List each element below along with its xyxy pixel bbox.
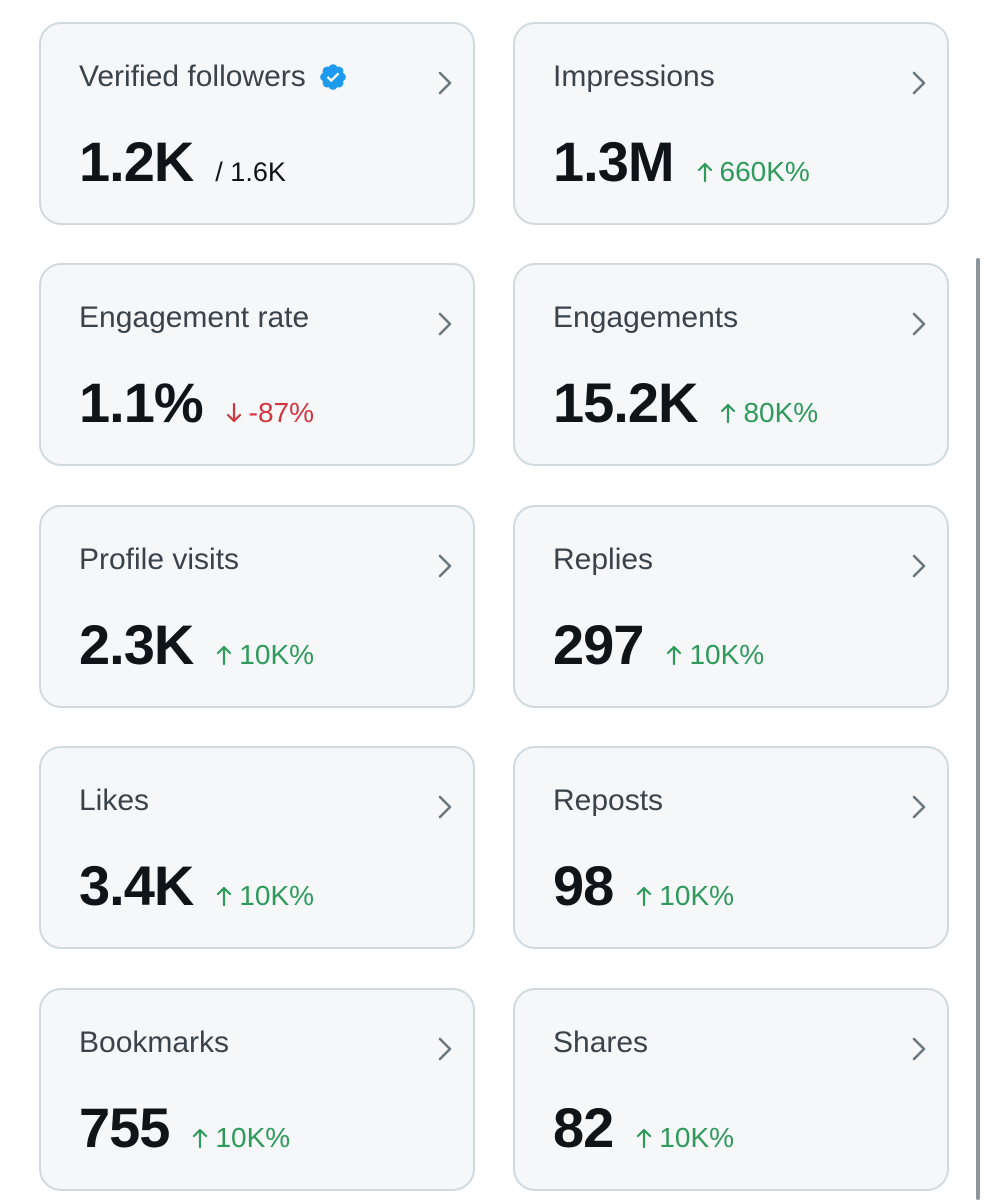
chevron-right-icon: [438, 1037, 452, 1061]
metric-change-value: 10K%: [689, 639, 765, 670]
chevron-right-icon: [438, 312, 452, 336]
value-row: 3.4K 10K%: [79, 858, 314, 914]
metric-total: / 1.6K: [215, 157, 286, 187]
metric-change: -87%: [225, 397, 314, 429]
metric-value: 82: [553, 1096, 614, 1159]
scrollbar[interactable]: [976, 258, 980, 1200]
card-title: Likes: [79, 784, 150, 817]
metric-value: 755: [79, 1096, 170, 1159]
metric-value: 3.4K: [79, 854, 194, 917]
arrow-up-icon: [193, 1128, 208, 1149]
card-shares[interactable]: Shares 82 10K%: [513, 988, 949, 1191]
arrow-up-icon: [667, 645, 682, 666]
arrow-up-icon: [217, 886, 232, 907]
card-title: Profile visits: [79, 543, 240, 576]
metric-value: 15.2K: [553, 371, 698, 434]
metric-change: 10K%: [215, 639, 314, 671]
metric-value: 2.3K: [79, 613, 194, 676]
chevron-right-icon: [912, 1037, 926, 1061]
card-title-text: Verified followers: [79, 60, 306, 93]
card-engagement-rate[interactable]: Engagement rate 1.1% -87%: [39, 263, 475, 466]
arrow-up-icon: [217, 645, 232, 666]
value-row: 1.3M 660K%: [553, 134, 810, 190]
card-title: Engagements: [553, 301, 739, 334]
card-profile-visits[interactable]: Profile visits 2.3K 10K%: [39, 505, 475, 708]
card-replies[interactable]: Replies 297 10K%: [513, 505, 949, 708]
chevron-right-icon: [438, 795, 452, 819]
metric-change-value: 10K%: [659, 880, 735, 911]
card-title: Reposts: [553, 784, 664, 817]
card-reposts[interactable]: Reposts 98 10K%: [513, 746, 949, 949]
arrow-down-icon: [226, 402, 241, 423]
metric-change-value: 660K%: [719, 156, 810, 187]
card-title: Verified followers: [79, 62, 348, 92]
metric-change: 10K%: [215, 880, 314, 912]
metric-change: 660K%: [696, 156, 810, 188]
chevron-right-icon: [912, 312, 926, 336]
card-bookmarks[interactable]: Bookmarks 755 10K%: [39, 988, 475, 1191]
value-row: 1.1% -87%: [79, 375, 314, 431]
metric-change: 10K%: [635, 1122, 734, 1154]
metric-change-value: 10K%: [215, 1122, 291, 1153]
metric-value: 1.1%: [79, 371, 204, 434]
metric-change-value: 80K%: [743, 397, 819, 428]
card-title: Engagement rate: [79, 301, 310, 334]
arrow-up-icon: [637, 1128, 652, 1149]
card-title: Replies: [553, 543, 654, 576]
metric-change: 10K%: [665, 639, 764, 671]
chevron-right-icon: [912, 71, 926, 95]
metric-value: 98: [553, 854, 614, 917]
value-row: 98 10K%: [553, 858, 734, 914]
verified-badge-icon: [319, 64, 346, 90]
chevron-right-icon: [438, 71, 452, 95]
metric-value: 1.2K: [79, 130, 194, 193]
chevron-right-icon: [438, 554, 452, 578]
metric-change: 10K%: [191, 1122, 290, 1154]
chevron-right-icon: [912, 795, 926, 819]
arrow-up-icon: [637, 886, 652, 907]
card-title: Impressions: [553, 60, 715, 93]
metric-change-value: -87%: [248, 397, 315, 428]
value-row: 15.2K 80K%: [553, 375, 818, 431]
value-row: 82 10K%: [553, 1100, 734, 1156]
card-impressions[interactable]: Impressions 1.3M 660K%: [513, 22, 949, 225]
value-row: 1.2K / 1.6K: [79, 134, 286, 190]
arrow-up-icon: [721, 403, 736, 424]
card-verified-followers[interactable]: Verified followers 1.2K / 1.6K: [39, 22, 475, 225]
metric-change-value: 10K%: [239, 880, 315, 911]
metric-value: 297: [553, 613, 644, 676]
metric-value: 1.3M: [553, 130, 674, 193]
metric-change: 10K%: [635, 880, 734, 912]
value-row: 2.3K 10K%: [79, 617, 314, 673]
card-likes[interactable]: Likes 3.4K 10K%: [39, 746, 475, 949]
value-row: 297 10K%: [553, 617, 764, 673]
metric-change-value: 10K%: [659, 1122, 735, 1153]
value-row: 755 10K%: [79, 1100, 290, 1156]
metric-change: 80K%: [719, 397, 818, 429]
card-engagements[interactable]: Engagements 15.2K 80K%: [513, 263, 949, 466]
card-title: Bookmarks: [79, 1026, 230, 1059]
metric-change-value: 10K%: [239, 639, 315, 670]
arrow-up-icon: [697, 162, 712, 183]
card-title: Shares: [553, 1026, 649, 1059]
chevron-right-icon: [912, 554, 926, 578]
